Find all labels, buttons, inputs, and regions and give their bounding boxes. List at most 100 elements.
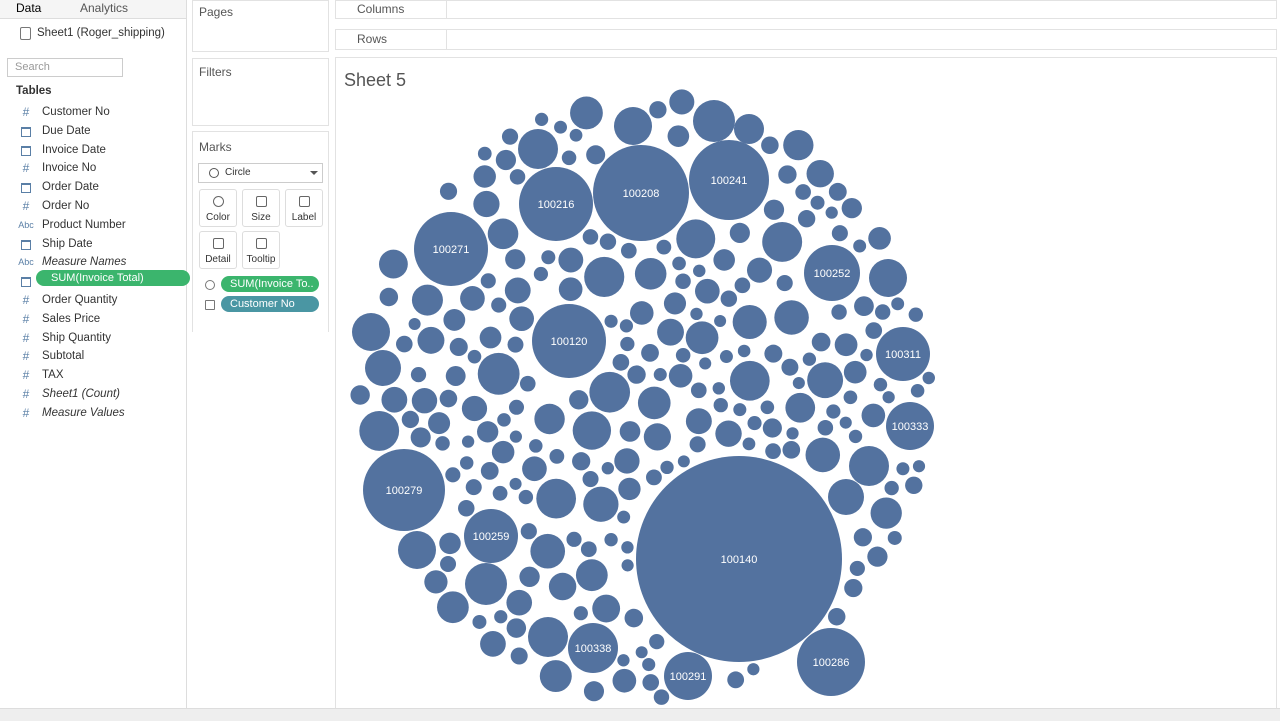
field-icon: #	[22, 293, 30, 307]
shelf-pill[interactable]: Customer No	[221, 296, 319, 312]
field-name: Subtotal	[42, 350, 85, 363]
calendar-icon	[21, 183, 31, 194]
field-row[interactable]: Due Date	[0, 122, 186, 140]
button-label: Detail	[205, 254, 231, 265]
mark-button[interactable]: Detail	[199, 231, 237, 269]
field-row[interactable]: # Sheet1 (Count)	[0, 385, 186, 403]
shelf-pill[interactable]: SUM(Invoice To..	[221, 276, 319, 292]
field-name: Sales Price	[42, 312, 101, 325]
pages-title: Pages	[199, 5, 234, 19]
calendar-icon	[21, 126, 31, 137]
sheet-title: Sheet 5	[344, 70, 407, 90]
field-name: Measure Names	[42, 256, 127, 269]
field-icon: #	[22, 105, 30, 119]
source-icon	[20, 27, 31, 40]
field-icon: #	[22, 405, 30, 420]
mark-button[interactable]: Tooltip	[242, 231, 280, 269]
pill-icon	[205, 280, 215, 290]
columns-shelf[interactable]: Columns	[335, 0, 1277, 19]
field-name: Due Date	[42, 124, 91, 137]
field-name: Invoice Date	[42, 143, 106, 156]
field-name: Product Number	[42, 218, 126, 231]
dropdown-arrow	[310, 171, 318, 179]
status-bar	[0, 708, 1280, 721]
pill-icon	[205, 300, 215, 310]
data-source[interactable]: Sheet1 (Roger_shipping)	[37, 27, 165, 39]
marks-title: Marks	[199, 140, 232, 154]
field-name: Measure Values	[42, 406, 125, 419]
analytics-tab[interactable]: Analytics	[80, 1, 129, 15]
field-icon: #	[22, 349, 30, 364]
button-icon	[299, 196, 310, 207]
field-icon: Abc	[18, 219, 34, 230]
field-name: Order No	[42, 200, 90, 212]
field-name: TAX	[42, 369, 64, 382]
field-row[interactable]: Abc Measure Names	[0, 253, 186, 271]
mark-button[interactable]: Size	[242, 189, 280, 227]
field-name: Invoice No	[42, 162, 97, 175]
field-icon: #	[22, 311, 30, 326]
field-row[interactable]: # TAX	[0, 366, 186, 384]
field-row[interactable]: # Measure Values	[0, 404, 186, 422]
data-tab[interactable]: Data	[16, 1, 42, 15]
tab-bar	[0, 0, 186, 19]
button-label: Label	[291, 212, 317, 223]
data-pane: Data Analytics Sheet1 (Roger_shipping) S…	[0, 0, 190, 708]
marks-card: Marks Circle Color Size Label Detail Tooltip…	[192, 131, 329, 332]
tables-heading: Tables	[16, 85, 52, 97]
field-name: Order Quantity	[42, 294, 118, 306]
field-row[interactable]: # Order No	[0, 197, 186, 215]
field-icon: Abc	[18, 257, 34, 268]
filters-shelf[interactable]: Filters	[192, 58, 329, 126]
field-row[interactable]: Invoice Date	[0, 141, 186, 159]
mark-type-dropdown[interactable]: Circle	[198, 163, 323, 183]
field-icon: #	[22, 161, 30, 176]
button-icon	[213, 238, 224, 249]
field-row[interactable]: Order Date	[0, 178, 186, 196]
field-row[interactable]: # Customer No	[0, 103, 186, 121]
field-row[interactable]: # Order Quantity	[0, 291, 186, 309]
mark-button[interactable]: Label	[285, 189, 323, 227]
field-icon: #	[22, 199, 30, 213]
button-label: Tooltip	[246, 254, 276, 265]
field-row[interactable]: # Sales Price	[0, 310, 186, 328]
field-name: Ship Date	[42, 237, 93, 250]
field-name: Customer No	[42, 106, 110, 118]
field-row[interactable]: Ship Date	[0, 235, 186, 253]
button-label: Color	[206, 212, 230, 223]
filters-title: Filters	[199, 65, 232, 79]
calendar-icon	[21, 239, 31, 250]
calendar-icon	[21, 145, 31, 156]
search-placeholder: Search	[15, 61, 50, 73]
mark-button[interactable]: Color	[199, 189, 237, 227]
field-row[interactable]: # Invoice No	[0, 159, 186, 177]
mark-type: Circle	[225, 167, 251, 178]
field-row[interactable]: # Subtotal	[0, 347, 186, 365]
calendar-icon	[21, 277, 31, 288]
sheet-view: Sheet 5	[335, 57, 1277, 709]
field-name: Ship Quantity	[42, 331, 112, 344]
button-icon	[256, 238, 267, 249]
drag-pill[interactable]: SUM(Invoice Total)	[36, 270, 190, 286]
rows-title: Rows	[357, 32, 388, 46]
pages-shelf[interactable]: Pages	[192, 0, 329, 52]
field-name: Sheet1 (Count)	[42, 388, 120, 400]
circle-icon	[209, 168, 219, 178]
field-row[interactable]: # Ship Quantity	[0, 329, 186, 347]
field-row[interactable]	[0, 272, 186, 290]
divider	[446, 1, 447, 18]
field-icon: #	[22, 387, 30, 401]
rows-shelf[interactable]: Rows	[335, 29, 1277, 50]
divider	[446, 30, 447, 49]
field-row[interactable]: Abc Product Number	[0, 216, 186, 234]
button-icon	[213, 196, 224, 207]
field-icon: #	[22, 330, 30, 345]
field-icon: #	[22, 368, 30, 383]
columns-title: Columns	[357, 2, 405, 16]
button-icon	[256, 196, 267, 207]
button-label: Size	[251, 212, 271, 223]
field-name: Order Date	[42, 181, 99, 194]
search-box[interactable]	[7, 58, 123, 77]
